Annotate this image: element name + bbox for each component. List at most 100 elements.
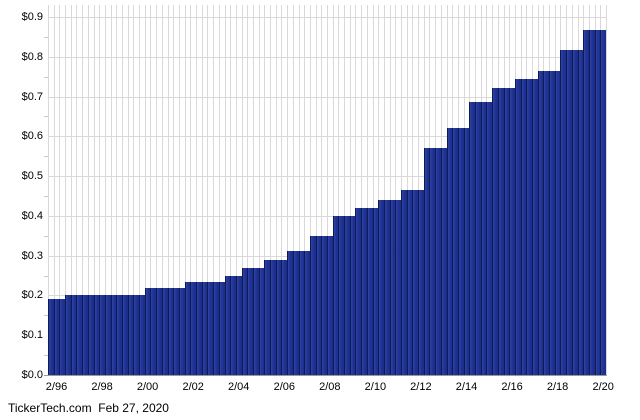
y-minor-tick	[44, 76, 48, 78]
dividend-bar	[122, 295, 129, 375]
dividend-bar	[429, 148, 436, 375]
dividend-bar	[520, 79, 527, 375]
gridline-vertical	[366, 5, 368, 375]
dividend-bar	[554, 71, 561, 375]
gridline-horizontal	[48, 16, 606, 18]
gridline-vertical	[327, 5, 328, 375]
dividend-bar	[167, 288, 174, 375]
dividend-bar	[383, 200, 391, 375]
x-tick-label: 2/14	[455, 381, 478, 393]
dividend-bar	[338, 216, 345, 375]
dividend-bar	[588, 30, 596, 375]
gridline-horizontal	[48, 176, 606, 178]
gridline-vertical	[104, 5, 106, 375]
gridline-vertical	[264, 5, 266, 375]
gridline-vertical	[241, 5, 243, 375]
dividend-bar	[196, 282, 203, 375]
dividend-bar	[452, 128, 459, 375]
dividend-bar	[361, 208, 368, 375]
gridline-horizontal	[48, 136, 606, 138]
dividend-bar	[309, 236, 317, 375]
gridline-vertical	[298, 5, 300, 375]
gridline-vertical	[344, 5, 346, 375]
dividend-bar	[327, 236, 334, 375]
y-tick-label: $0.0	[21, 369, 43, 381]
dividend-bar	[549, 71, 556, 375]
gridline-vertical	[178, 5, 180, 375]
gridline-vertical	[127, 5, 129, 375]
gridline-vertical	[70, 5, 72, 375]
dividend-bar	[150, 288, 157, 375]
dividend-bar	[497, 88, 504, 375]
dividend-bar	[76, 295, 83, 375]
dividend-bar	[355, 208, 362, 375]
dividend-bar	[247, 268, 254, 375]
dividend-bar	[264, 260, 271, 375]
dividend-bar	[543, 71, 550, 375]
dividend-bar	[600, 30, 607, 375]
gridline-vertical	[99, 5, 101, 375]
gridline-vertical	[110, 5, 112, 375]
gridline-vertical	[122, 5, 124, 375]
x-tick-label: 2/02	[182, 381, 204, 393]
dividend-bar	[116, 295, 123, 375]
dividend-bar	[332, 216, 339, 375]
dividend-bar	[241, 268, 248, 375]
y-minor-tick	[44, 275, 48, 277]
dividend-bar	[161, 288, 169, 375]
gridline-vertical	[275, 5, 277, 375]
y-minor-tick	[44, 235, 48, 237]
gridline-vertical	[247, 5, 249, 375]
dividend-bar	[423, 148, 430, 375]
gridline-vertical	[389, 5, 391, 375]
dividend-bar	[99, 295, 106, 375]
dividend-bar	[446, 128, 453, 375]
gridline-vertical	[196, 5, 198, 375]
dividend-bar	[571, 50, 579, 375]
y-tick-label: $0.8	[21, 50, 43, 63]
gridline-vertical	[315, 5, 317, 375]
plot-area	[48, 5, 607, 375]
gridline-vertical	[309, 5, 311, 375]
gridline-vertical	[161, 5, 163, 375]
gridline-vertical	[287, 5, 289, 375]
dividend-bar	[184, 282, 191, 375]
dividend-bar	[144, 288, 151, 375]
dividend-bar	[127, 295, 134, 375]
dividend-bar	[93, 295, 100, 375]
dividend-bar	[218, 282, 225, 375]
x-axis-line	[44, 375, 607, 376]
dividend-bar	[252, 268, 260, 375]
dividend-bar	[492, 88, 499, 375]
gridline-vertical	[133, 5, 135, 375]
dividend-bar	[463, 128, 470, 375]
x-tick-label: 2/04	[227, 381, 250, 393]
y-minor-tick	[44, 36, 48, 38]
y-tick-label: $0.4	[21, 209, 43, 222]
y-minor-tick	[44, 355, 48, 357]
dividend-bar	[230, 276, 237, 375]
dividend-bar	[48, 299, 55, 375]
dividend-bar	[531, 79, 539, 375]
dividend-bar	[537, 71, 544, 375]
gridline-vertical	[372, 5, 374, 375]
gridline-vertical	[355, 5, 357, 375]
dividend-bar	[133, 295, 140, 375]
gridline-vertical	[606, 5, 607, 375]
y-minor-tick	[44, 315, 48, 317]
gridline-vertical	[258, 5, 260, 375]
y-tick-label: $0.9	[21, 10, 43, 23]
y-tick-label: $0.2	[21, 289, 43, 302]
gridline-vertical	[139, 5, 141, 375]
dividend-bar	[235, 276, 243, 375]
dividend-bar	[344, 216, 351, 375]
dividend-bar	[457, 128, 465, 375]
gridline-vertical	[190, 5, 192, 375]
gridline-vertical	[270, 5, 272, 375]
dividend-bar	[475, 102, 482, 375]
y-tick-label: $0.7	[21, 90, 43, 103]
gridline-vertical	[378, 5, 380, 375]
dividend-bar	[287, 251, 294, 375]
y-minor-tick	[44, 196, 48, 197]
